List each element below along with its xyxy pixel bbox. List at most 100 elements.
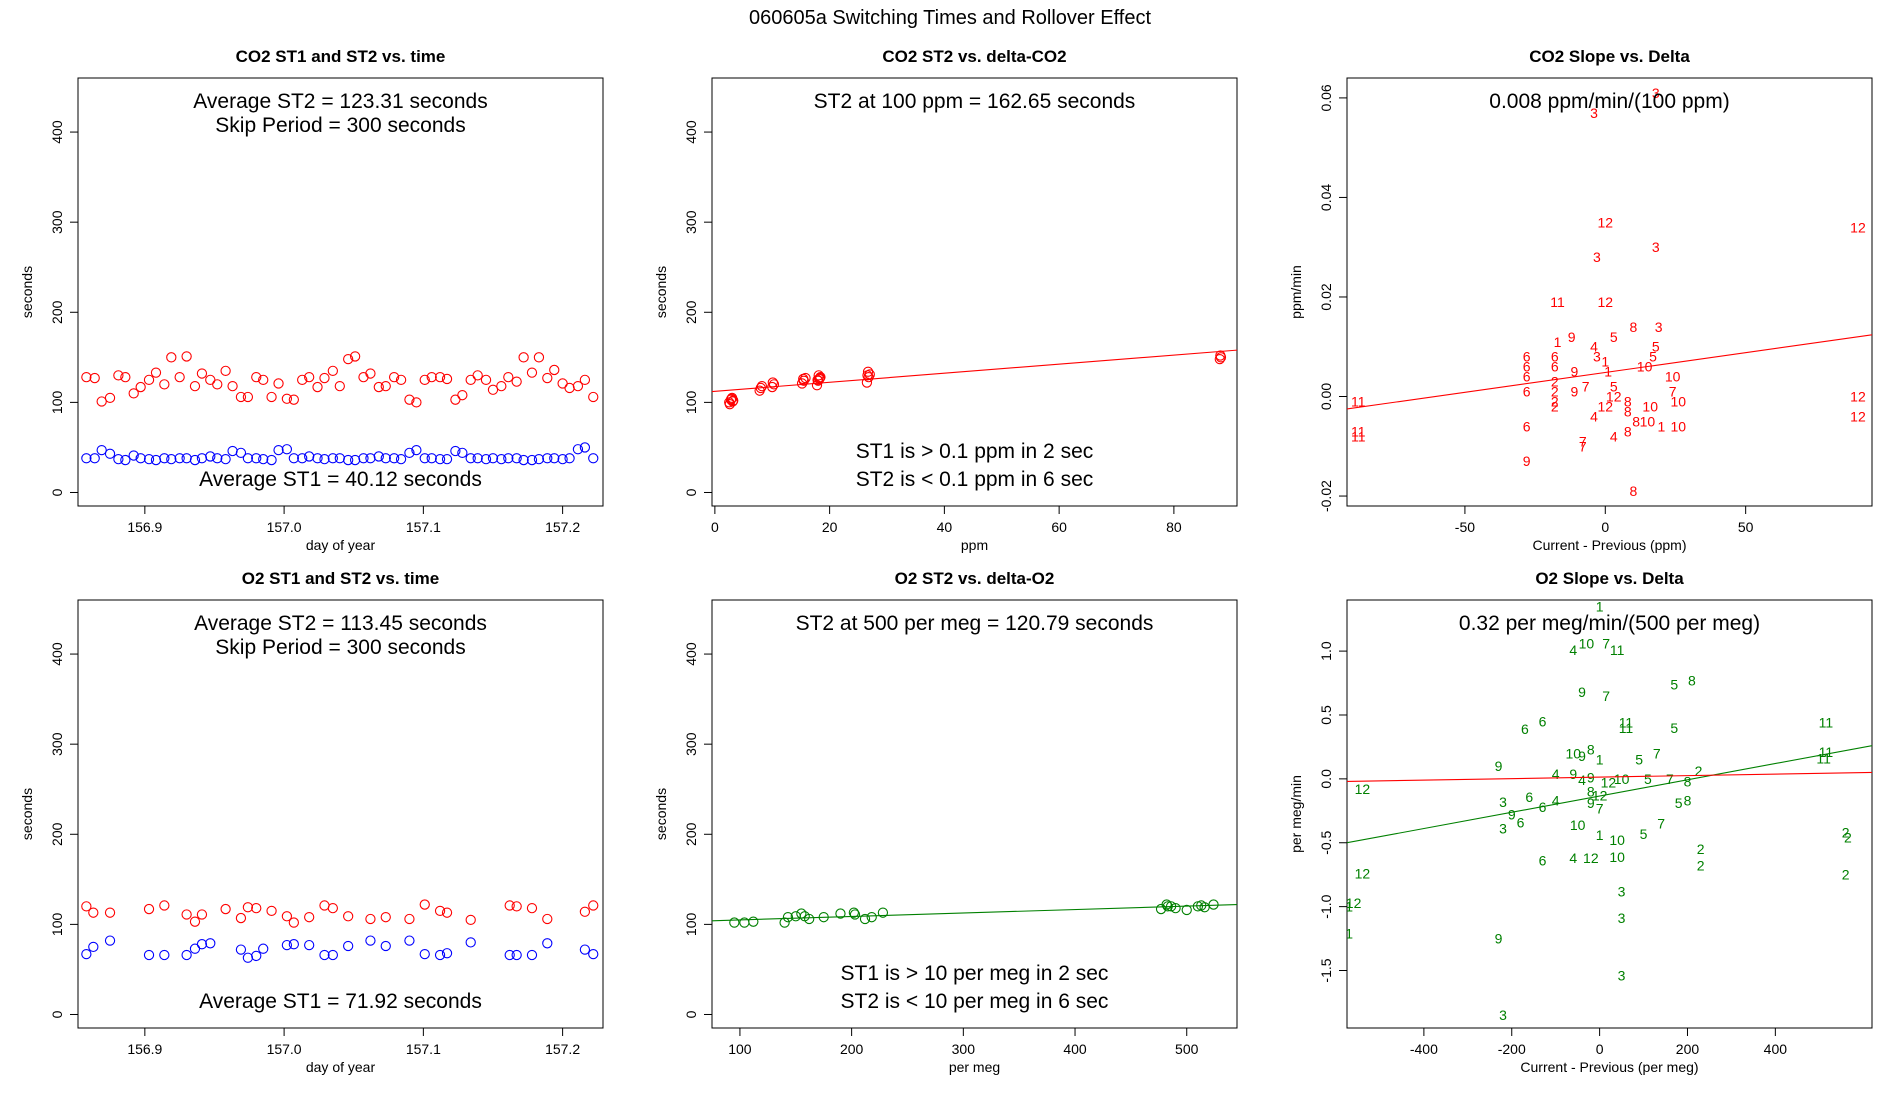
data-point-st2 <box>251 903 262 914</box>
data-label-point: 5 <box>1670 720 1678 736</box>
data-label-point: 10 <box>1570 817 1586 833</box>
data-point-st2 <box>334 381 345 392</box>
data-point-st2 <box>866 912 877 923</box>
panel-o2-time: O2 ST1 and ST2 vs. time 156.9 157.0 157.1 15… <box>19 569 604 1075</box>
data-point-st2 <box>266 391 277 403</box>
data-label-point: 3 <box>1652 239 1660 255</box>
data-point-st2 <box>796 378 808 389</box>
data-point-st1 <box>503 453 514 464</box>
data-point-st2 <box>441 373 453 385</box>
data-point-st2 <box>457 390 468 401</box>
panel-title: CO2 Slope vs. Delta <box>1529 47 1690 66</box>
data-point-st2 <box>319 900 330 911</box>
data-point-st1 <box>159 453 170 464</box>
data-point-st1 <box>327 453 338 464</box>
data-point-st2 <box>748 916 759 927</box>
data-label-point: 2 <box>1697 841 1705 857</box>
data-point-st2 <box>327 903 338 914</box>
data-point-st2 <box>288 394 299 405</box>
data-label-point: 2 <box>1551 398 1559 414</box>
panel-title: O2 ST1 and ST2 vs. time <box>242 569 439 588</box>
y-tick-label: 0 <box>683 488 699 496</box>
y-tick-label: 300 <box>683 732 699 756</box>
data-label-point: 3 <box>1593 349 1601 365</box>
data-label-point: 5 <box>1675 795 1683 811</box>
y-tick-label: 400 <box>49 120 65 144</box>
data-label-point: 8 <box>1684 773 1692 789</box>
data-point-st2 <box>196 368 208 379</box>
plot-area <box>81 351 599 466</box>
data-point-st2 <box>1199 902 1210 913</box>
x-tick-label: 157.2 <box>545 519 580 535</box>
data-point-st2 <box>135 381 146 393</box>
data-point-st2 <box>526 903 538 914</box>
y-tick-label: 0.02 <box>1318 283 1334 310</box>
y-tick-label: 1.0 <box>1318 641 1334 661</box>
data-label-point: 12 <box>1597 398 1613 414</box>
data-point-st2 <box>487 384 499 395</box>
data-label-point: 8 <box>1684 793 1692 809</box>
data-label-point: 3 <box>1618 968 1626 984</box>
data-label-point: 1 <box>1554 334 1562 350</box>
data-point-st2 <box>96 396 107 407</box>
data-point-st1 <box>564 453 575 464</box>
data-label-point: 3 <box>1499 1007 1507 1023</box>
annotation-text: Average ST2 = 123.31 seconds <box>193 90 487 113</box>
x-axis-label: per meg <box>949 1059 1000 1075</box>
x-tick-label: 200 <box>1676 1041 1700 1057</box>
data-label-point: 9 <box>1495 758 1503 774</box>
data-point-st2 <box>104 392 116 404</box>
x-tick-label: 0 <box>1601 519 1609 535</box>
data-point-st1 <box>88 941 99 953</box>
data-label-point: 8 <box>1624 393 1632 409</box>
x-axis-label: day of year <box>306 1059 376 1075</box>
data-label-point: 3 <box>1590 105 1598 121</box>
annotation-text: ST1 is > 10 per meg in 2 sec <box>841 962 1109 985</box>
data-point-st2 <box>557 378 568 389</box>
data-point-st1 <box>312 453 323 464</box>
data-point-st2 <box>804 913 815 925</box>
data-point-st1 <box>205 938 216 949</box>
x-tick-label: 156.9 <box>127 1041 162 1057</box>
data-label-point: 8 <box>1632 413 1640 429</box>
data-point-st2 <box>143 903 155 915</box>
data-point-st2 <box>358 371 369 383</box>
data-label-point: 9 <box>1508 807 1516 823</box>
data-label-point: 1 <box>1596 827 1604 843</box>
data-label-point: 8 <box>1629 483 1637 499</box>
data-point-st2 <box>419 899 430 910</box>
data-label-point: 7 <box>1657 816 1665 832</box>
data-point-st1 <box>358 453 369 464</box>
y-tick-label: -0.02 <box>1318 480 1334 512</box>
data-label-point: 4 <box>1590 408 1598 424</box>
data-point-st2 <box>496 381 507 392</box>
fit-line-fit <box>1347 334 1872 410</box>
data-point-st1 <box>128 450 139 461</box>
y-tick-label: 200 <box>683 822 699 846</box>
data-label-point: 11 <box>1819 744 1834 760</box>
data-point-st1 <box>472 453 483 464</box>
data-point-st2 <box>288 917 299 928</box>
data-point-st2 <box>304 912 315 923</box>
data-label-point: 5 <box>1644 771 1652 787</box>
panel-title: CO2 ST2 vs. delta-CO2 <box>882 47 1066 66</box>
data-label-point: 11 <box>1819 715 1834 731</box>
data-point-st2 <box>404 394 415 405</box>
data-label-point: 6 <box>1551 349 1559 365</box>
y-tick-label: 100 <box>49 912 65 936</box>
data-point-st1 <box>273 444 284 456</box>
x-tick-label: 400 <box>1063 1041 1087 1057</box>
data-point-st1 <box>388 453 400 464</box>
annotation-text: Skip Period = 300 seconds <box>215 636 465 659</box>
data-point-st2 <box>343 353 354 365</box>
plot-frame <box>1346 599 1873 1029</box>
data-point-st2 <box>504 900 515 911</box>
data-point-st2 <box>877 907 889 918</box>
data-label-point: 12 <box>1355 865 1371 881</box>
data-point-st2 <box>189 381 201 392</box>
data-point-st1 <box>288 453 299 464</box>
data-point-st2 <box>419 374 430 386</box>
panel-co2-time: CO2 ST1 and ST2 vs. time 156.9 157.0 157.1 1… <box>19 47 604 553</box>
data-point-st2 <box>319 372 330 384</box>
data-label-point: 6 <box>1523 418 1531 434</box>
